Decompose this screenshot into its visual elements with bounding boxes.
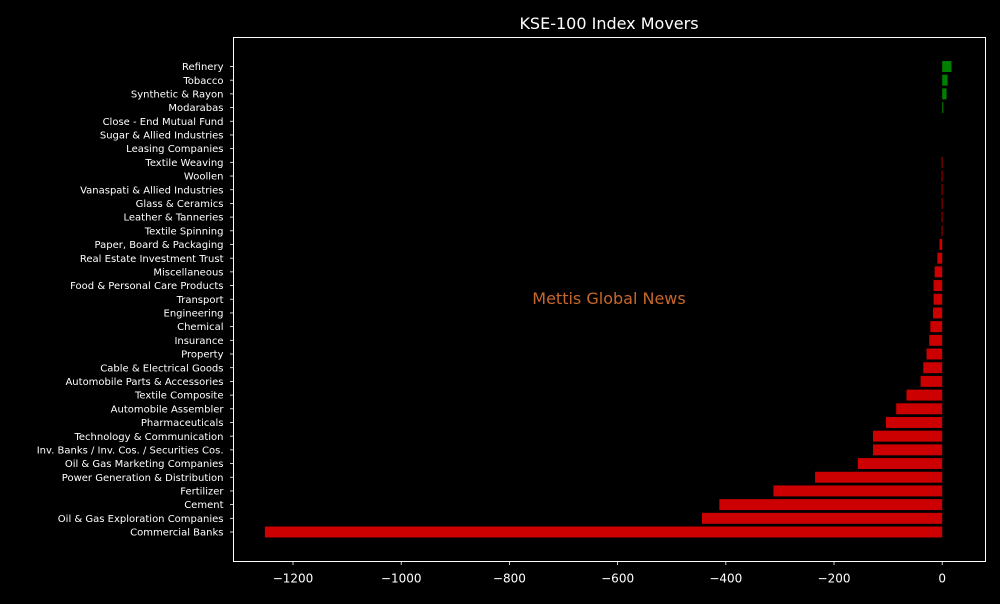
bar	[872, 430, 943, 442]
category-label: Leasing Companies	[126, 144, 223, 155]
bar	[702, 512, 943, 524]
bar	[933, 280, 943, 292]
bar	[264, 526, 943, 538]
plot-frame	[233, 37, 986, 562]
category-label: Synthetic & Rayon	[131, 89, 224, 100]
category-label: Transport	[176, 295, 224, 306]
category-label: Fertilizer	[180, 487, 224, 498]
x-axis-ticks: −1200 −1000 −800 −600 −400 −200 0	[273, 561, 946, 586]
category-label: Glass & Ceramics	[136, 199, 224, 210]
category-label: Cement	[184, 500, 223, 511]
category-label: Textile Composite	[134, 391, 223, 402]
bar	[896, 403, 943, 415]
category-label: Textile Weaving	[144, 158, 223, 169]
x-tick-label: −400	[709, 572, 742, 586]
category-label: Paper, Board & Packaging	[95, 240, 224, 251]
bar	[942, 88, 947, 100]
bar	[939, 239, 943, 250]
bar	[773, 485, 943, 497]
bar	[941, 184, 943, 196]
category-label: Tobacco	[182, 76, 223, 87]
bar	[815, 471, 943, 483]
category-label: Property	[181, 350, 223, 361]
x-tick-label: −200	[818, 572, 851, 586]
category-label: Technology & Communication	[74, 432, 224, 443]
bar	[926, 348, 943, 360]
category-label: Engineering	[164, 309, 224, 320]
bar	[941, 225, 943, 237]
bar	[933, 293, 943, 305]
category-label: Food & Personal Care Products	[70, 281, 223, 292]
bar	[941, 197, 943, 209]
bar	[941, 211, 943, 223]
bar	[857, 458, 943, 470]
bar	[906, 389, 943, 401]
category-label: Commercial Banks	[130, 528, 223, 539]
category-label: Automobile Assembler	[111, 404, 225, 415]
category-label: Oil & Gas Exploration Companies	[58, 514, 224, 525]
category-labels: Refinery Tobacco Synthetic & Rayon Modaraba…	[37, 62, 234, 539]
category-label: Textile Spinning	[144, 226, 224, 237]
bar	[920, 375, 943, 387]
bar	[941, 170, 943, 182]
category-label: Miscellaneous	[153, 267, 223, 278]
chart-title: KSE-100 Index Movers	[519, 14, 698, 33]
category-label: Vanaspati & Allied Industries	[80, 185, 223, 196]
category-label: Chemical	[177, 322, 223, 333]
bar	[942, 102, 944, 114]
category-label: Leather & Tanneries	[123, 213, 223, 224]
category-label: Insurance	[174, 336, 223, 347]
bar	[933, 307, 943, 319]
category-label: Cable & Electrical Goods	[100, 363, 223, 374]
x-tick-label: −600	[601, 572, 634, 586]
bar	[941, 156, 943, 168]
category-label: Real Estate Investment Trust	[80, 254, 224, 265]
bars-layer	[264, 61, 952, 538]
x-tick-label: −1200	[273, 572, 314, 586]
bar	[719, 499, 943, 511]
category-label: Inv. Banks / Inv. Cos. / Securities Cos.	[37, 445, 224, 456]
watermark-text: Mettis Global News	[532, 289, 685, 308]
category-label: Refinery	[182, 62, 224, 73]
category-label: Close - End Mutual Fund	[103, 117, 224, 128]
x-tick-label: −1000	[381, 572, 422, 586]
bar	[885, 416, 943, 428]
bar	[937, 252, 943, 264]
category-label: Power Generation & Distribution	[62, 473, 224, 484]
category-label: Woollen	[184, 172, 224, 183]
category-label: Modarabas	[168, 103, 223, 114]
bar	[872, 444, 943, 456]
bar	[929, 334, 943, 346]
bar	[934, 266, 943, 278]
bar	[923, 362, 943, 374]
bar	[930, 321, 943, 333]
category-label: Sugar & Allied Industries	[100, 131, 224, 142]
category-label: Oil & Gas Marketing Companies	[65, 459, 224, 470]
x-tick-label: 0	[938, 572, 946, 586]
category-label: Pharmaceuticals	[141, 418, 224, 429]
category-label: Automobile Parts & Accessories	[65, 377, 223, 388]
x-tick-label: −800	[493, 572, 526, 586]
bar	[942, 74, 948, 86]
bar	[942, 61, 952, 72]
